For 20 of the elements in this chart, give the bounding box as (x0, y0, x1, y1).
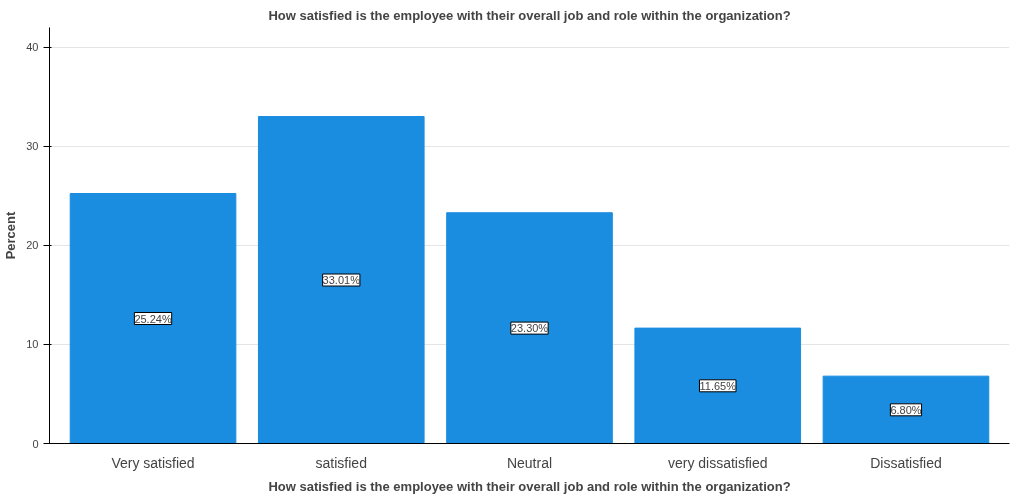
data-label: 6.80% (890, 403, 922, 416)
x-axis-title: How satisfied is the employee with their overall job and role within the organization? (268, 478, 791, 494)
y-tick-label: 20 (26, 239, 39, 252)
x-tick-label: Dissatisfied (870, 454, 942, 471)
chart-title: How satisfied is the employee with their overall job and role within the organization? (268, 7, 791, 23)
data-label: 23.30% (510, 322, 549, 335)
x-tick-label: very dissatisfied (667, 454, 768, 471)
x-tick-label: satisfied (315, 454, 367, 471)
bar (69, 193, 237, 444)
y-tick-label: 40 (26, 41, 39, 54)
bar (634, 327, 802, 444)
bar (446, 212, 613, 444)
y-tick-label: 30 (26, 140, 39, 153)
y-axis-title: Percent (3, 210, 19, 260)
bar (822, 375, 990, 444)
x-tick-label: Very satisfied (111, 454, 195, 471)
y-tick-label: 0 (32, 437, 39, 450)
bar (257, 116, 425, 444)
y-tick-label: 10 (26, 338, 39, 351)
x-tick-label: Neutral (506, 454, 553, 471)
